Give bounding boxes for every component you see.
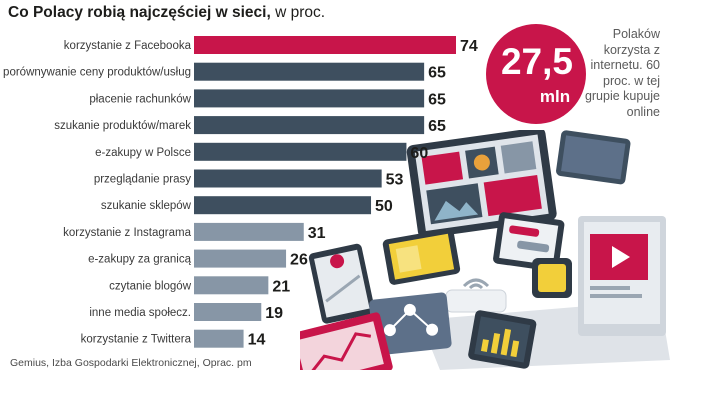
category-label: e-zakupy za granicą xyxy=(88,254,192,266)
bar xyxy=(194,303,262,321)
badge-unit: mln xyxy=(540,87,570,106)
value-label: 21 xyxy=(272,278,290,295)
category-label: szukanie sklepów xyxy=(101,200,192,212)
devices-illustration xyxy=(300,130,670,370)
bar xyxy=(194,142,407,161)
value-label: 65 xyxy=(428,118,446,135)
bar xyxy=(194,249,287,268)
category-label: e-zakupy w Polsce xyxy=(95,147,191,159)
document-chart-icon xyxy=(300,312,393,370)
value-label: 26 xyxy=(290,252,308,269)
badge-circle xyxy=(486,24,586,124)
value-label: 60 xyxy=(410,145,428,162)
bar xyxy=(194,169,382,188)
bar xyxy=(194,196,372,215)
value-label: 14 xyxy=(248,332,266,349)
tablet-icon xyxy=(406,130,557,239)
category-label: szukanie produktów/marek xyxy=(54,120,191,132)
bar xyxy=(194,276,269,295)
category-label: inne media społecz. xyxy=(89,307,191,319)
bar xyxy=(194,62,425,81)
value-label: 31 xyxy=(308,225,326,242)
users-badge: 27,5 mln xyxy=(486,24,586,124)
bar xyxy=(194,222,304,241)
value-label: 65 xyxy=(428,65,446,82)
category-label: korzystanie z Twittera xyxy=(81,334,192,346)
phone-map-icon xyxy=(308,243,375,324)
title-unit: w proc. xyxy=(270,4,326,21)
bar xyxy=(194,116,425,135)
users-note: Polaków korzysta z internetu. 60 proc. w… xyxy=(584,27,660,119)
category-label: korzystanie z Instagrama xyxy=(63,227,191,239)
title-main: Co Polacy robią najczęściej w sieci, xyxy=(8,4,271,21)
category-label: przeglądanie prasy xyxy=(94,174,191,186)
value-label: 74 xyxy=(460,38,478,55)
smartwatch-icon xyxy=(532,258,572,298)
phone-yellow-icon xyxy=(382,228,461,285)
category-label: porównywanie ceny produktów/usług xyxy=(3,67,191,79)
network-tablet-icon xyxy=(369,292,452,356)
chart-title: Co Polacy robią najczęściej w sieci, w p… xyxy=(8,4,325,22)
value-label: 53 xyxy=(386,172,404,189)
phone-chat-icon xyxy=(493,212,565,272)
bar xyxy=(194,36,456,54)
category-label: płacenie rachunków xyxy=(89,93,191,105)
source-note: Gemius, Izba Gospodarki Elektronicznej, … xyxy=(10,357,252,369)
value-label: 19 xyxy=(265,305,283,322)
category-label: czytanie blogów xyxy=(109,280,192,292)
badge-number: 27,5 xyxy=(501,41,573,82)
phone-chart-icon xyxy=(468,310,537,369)
bar xyxy=(194,329,244,348)
bar xyxy=(194,89,425,108)
value-label: 65 xyxy=(428,91,446,108)
value-label: 50 xyxy=(375,198,393,215)
category-label: korzystanie z Facebooka xyxy=(64,40,192,52)
small-tablet-icon xyxy=(556,130,631,185)
